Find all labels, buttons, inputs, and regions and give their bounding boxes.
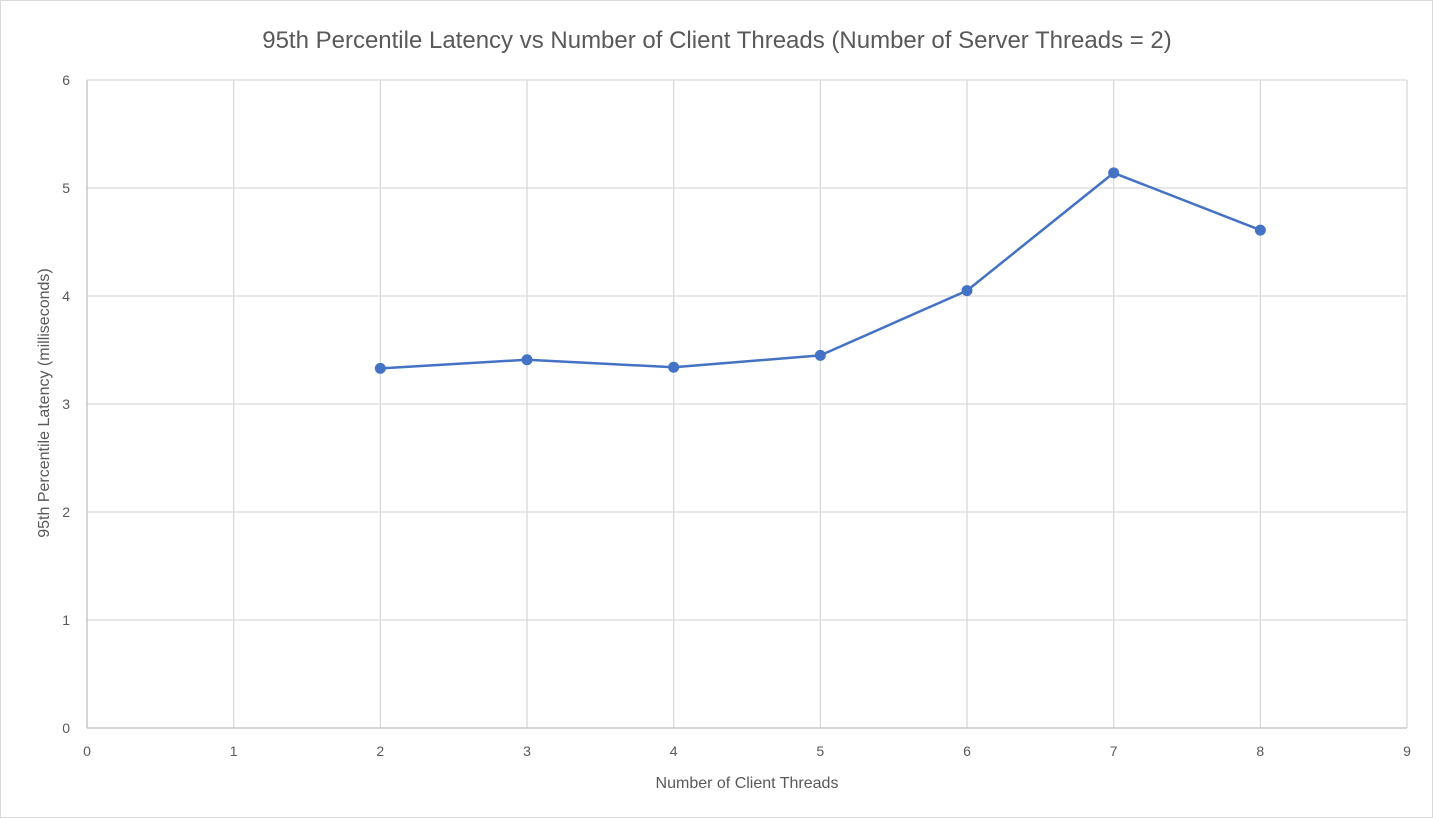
- x-tick-label: 8: [1256, 743, 1264, 759]
- chart-title: 95th Percentile Latency vs Number of Cli…: [262, 27, 1172, 54]
- y-tick-label: 0: [62, 720, 70, 736]
- y-axis-title: 95th Percentile Latency (milliseconds): [36, 268, 53, 537]
- x-tick-label: 6: [963, 743, 971, 759]
- y-tick-label: 5: [62, 180, 70, 196]
- x-tick-label: 1: [230, 743, 238, 759]
- data-point: [1254, 224, 1266, 236]
- x-tick-label: 3: [523, 743, 531, 759]
- y-tick-label: 6: [62, 72, 70, 88]
- x-tick-label: 7: [1110, 743, 1118, 759]
- series: [374, 167, 1266, 374]
- data-point: [668, 361, 680, 373]
- x-tick-label: 4: [670, 743, 678, 759]
- y-tick-label: 1: [62, 612, 70, 628]
- y-tick-label: 3: [62, 396, 70, 412]
- data-point: [814, 349, 826, 361]
- x-axis-title: Number of Client Threads: [656, 775, 839, 792]
- data-point: [961, 285, 973, 297]
- data-point: [374, 362, 386, 374]
- data-point: [1108, 167, 1120, 179]
- tick-labels: 0 1 2 3 4 5 6 0 1 2 3 4 5 6 7 8 9: [62, 72, 1411, 759]
- x-tick-label: 2: [376, 743, 384, 759]
- x-tick-label: 9: [1403, 743, 1411, 759]
- grid: [87, 79, 1408, 728]
- axes: [86, 80, 1407, 729]
- y-tick-label: 2: [62, 504, 70, 520]
- x-tick-label: 5: [816, 743, 824, 759]
- data-point: [521, 354, 533, 366]
- x-tick-label: 0: [83, 743, 91, 759]
- y-tick-label: 4: [62, 288, 70, 304]
